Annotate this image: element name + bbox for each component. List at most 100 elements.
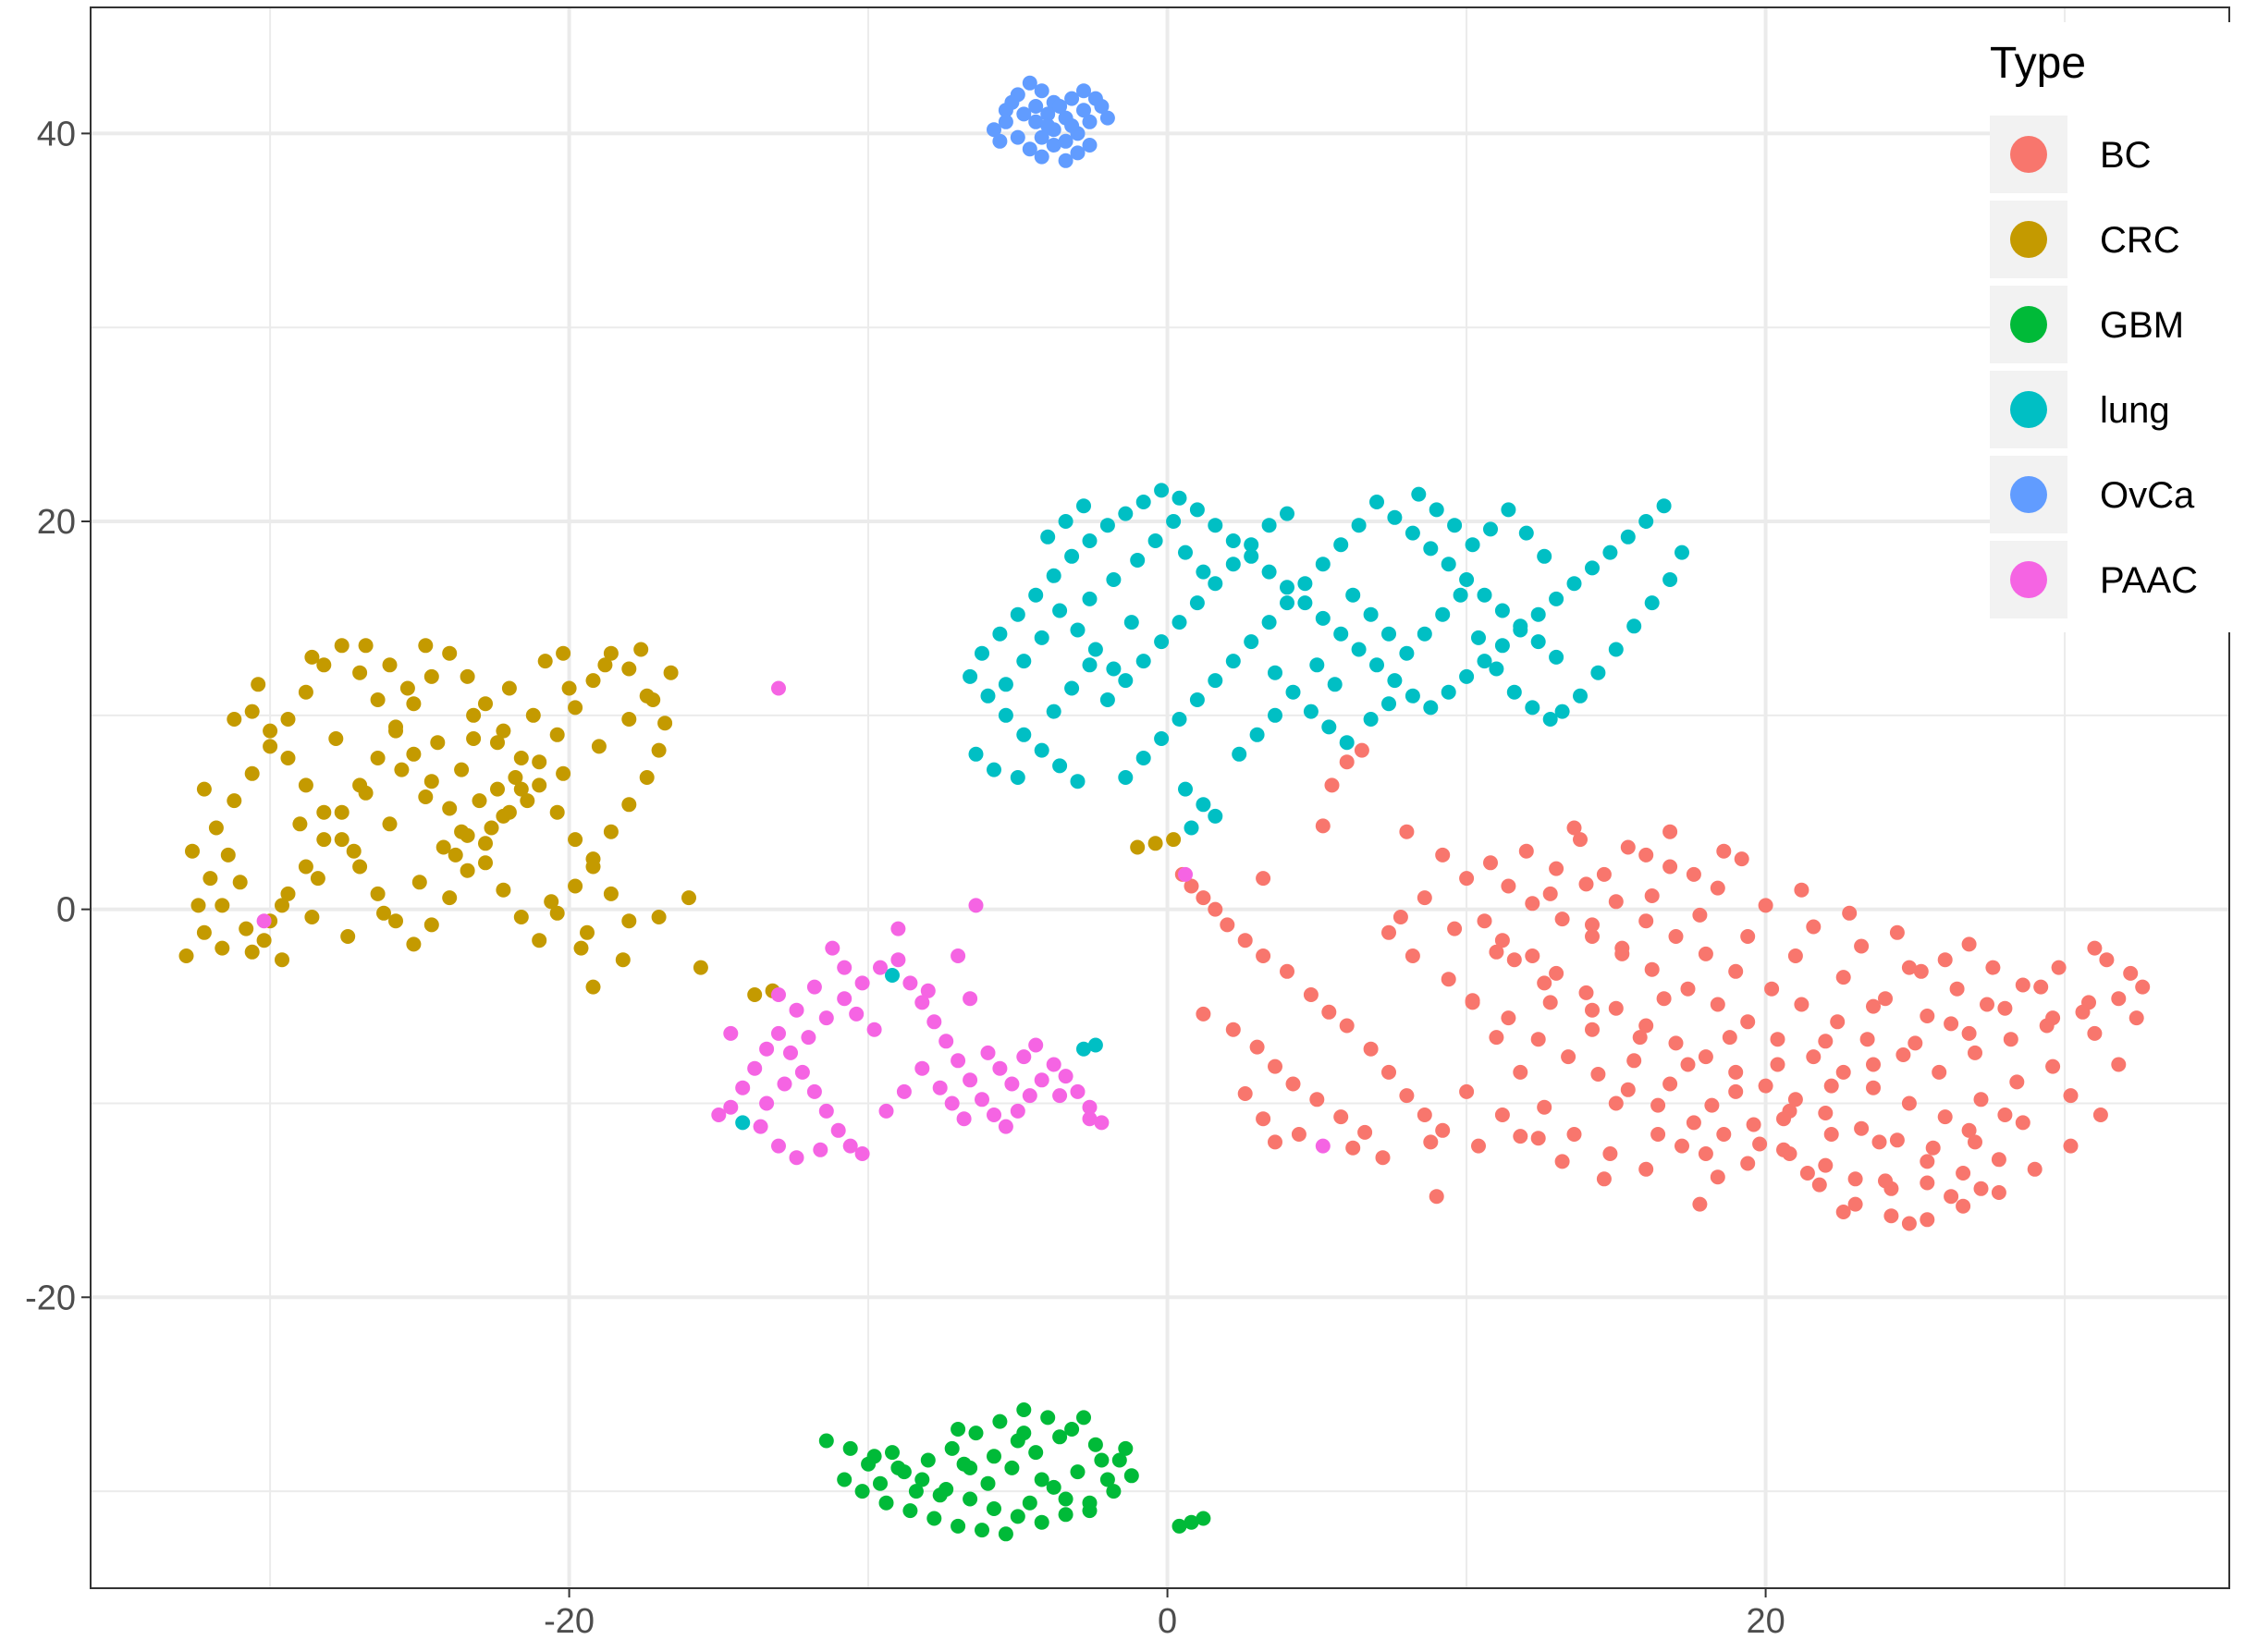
data-point-crc — [603, 824, 619, 839]
data-point-bc — [1949, 981, 1965, 997]
data-point-crc — [220, 847, 236, 863]
data-point-bc — [2111, 991, 2127, 1007]
data-point-ovca — [1082, 114, 1098, 129]
data-point-crc — [358, 785, 374, 801]
data-point-bc — [1256, 948, 1271, 963]
data-point-ovca — [1034, 83, 1049, 99]
data-point-lung — [1208, 673, 1223, 689]
data-point-bc — [1596, 1171, 1612, 1187]
data-point-crc — [334, 638, 350, 654]
data-point-crc — [621, 661, 637, 677]
data-point-crc — [352, 665, 368, 680]
data-point-bc — [1662, 859, 1678, 875]
data-point-lung — [1208, 518, 1223, 533]
data-point-bc — [1477, 913, 1492, 929]
series-gbm — [818, 1402, 1211, 1542]
data-point-crc — [513, 781, 529, 797]
data-point-lung — [1034, 630, 1049, 645]
data-point-crc — [388, 913, 403, 929]
data-point-crc — [585, 979, 601, 995]
data-point-gbm — [987, 1449, 1001, 1464]
data-point-bc — [1787, 948, 1803, 963]
data-point-lung — [1554, 704, 1570, 719]
data-point-bc — [1585, 1022, 1600, 1037]
data-point-crc — [568, 700, 583, 716]
data-point-lung — [1315, 610, 1331, 626]
data-point-ovca — [1046, 138, 1061, 153]
data-point-paac — [987, 1107, 1001, 1122]
data-point-crc — [478, 836, 493, 851]
data-point-lung — [1106, 661, 1122, 677]
data-point-crc — [1166, 832, 1182, 848]
y-tick-label: 20 — [37, 503, 76, 542]
data-point-bc — [1429, 1189, 1444, 1205]
data-point-crc — [280, 751, 296, 765]
data-point-paac — [753, 1119, 768, 1134]
data-point-lung — [1602, 545, 1618, 560]
data-point-lung — [1387, 509, 1403, 525]
data-point-lung — [1118, 673, 1134, 689]
data-point-bc — [1525, 948, 1540, 963]
data-point-bc — [1447, 921, 1463, 936]
data-point-lung — [1010, 770, 1025, 785]
data-point-paac — [1315, 1138, 1331, 1154]
data-point-crc — [394, 762, 410, 777]
y-tick-label: 40 — [37, 115, 76, 153]
data-point-bc — [1980, 997, 1994, 1012]
data-point-crc — [244, 765, 260, 781]
data-point-bc — [2045, 1059, 2061, 1074]
data-point-bc — [1489, 1030, 1504, 1046]
data-point-paac — [896, 1083, 912, 1099]
data-point-crc — [549, 727, 565, 742]
data-point-bc — [1847, 1196, 1863, 1212]
data-point-paac — [723, 1099, 739, 1115]
data-point-bc — [1835, 1064, 1851, 1080]
data-point-bc — [1638, 913, 1654, 929]
data-point-lung — [968, 746, 984, 762]
data-point-lung — [1339, 735, 1355, 751]
data-point-crc — [304, 910, 320, 924]
data-point-paac — [963, 991, 978, 1007]
data-point-bc — [1405, 948, 1420, 963]
data-point-crc — [316, 804, 332, 820]
data-point-bc — [1268, 1059, 1282, 1074]
data-point-lung — [1178, 781, 1193, 797]
data-point-crc — [436, 839, 451, 855]
data-point-crc — [603, 645, 619, 661]
y-tick-label: 0 — [56, 891, 76, 930]
data-point-crc — [382, 657, 398, 673]
data-point-bc — [1770, 1057, 1785, 1072]
data-point-paac — [926, 1014, 942, 1030]
data-point-paac — [771, 680, 786, 696]
data-point-crc — [190, 898, 206, 913]
data-point-lung — [1064, 680, 1080, 696]
data-point-crc — [310, 871, 325, 887]
data-point-crc — [621, 712, 637, 727]
data-point-bc — [1459, 1083, 1475, 1099]
data-point-lung — [1147, 533, 1163, 548]
data-point-lung — [1189, 692, 1205, 707]
data-point-bc — [1513, 1064, 1528, 1080]
data-point-bc — [1913, 963, 1929, 979]
data-point-bc — [1518, 843, 1534, 859]
data-point-bc — [1985, 960, 2001, 975]
data-point-crc — [215, 898, 230, 913]
data-point-lung — [992, 626, 1008, 642]
data-point-bc — [1961, 936, 1977, 952]
data-point-bc — [1668, 1035, 1684, 1051]
data-point-crc — [178, 948, 194, 963]
data-point-bc — [1237, 933, 1253, 948]
data-point-lung — [1225, 557, 1241, 572]
data-point-bc — [1776, 1142, 1791, 1157]
data-point-bc — [1835, 1205, 1851, 1219]
data-point-crc — [454, 762, 470, 777]
data-point-paac — [992, 1060, 1008, 1076]
data-point-lung — [1208, 576, 1223, 592]
data-point-bc — [1734, 851, 1749, 867]
data-point-gbm — [1058, 1491, 1073, 1507]
data-point-crc — [490, 735, 505, 751]
data-point-bc — [1878, 991, 1893, 1007]
data-point-lung — [1656, 498, 1672, 514]
data-point-crc — [263, 723, 278, 739]
